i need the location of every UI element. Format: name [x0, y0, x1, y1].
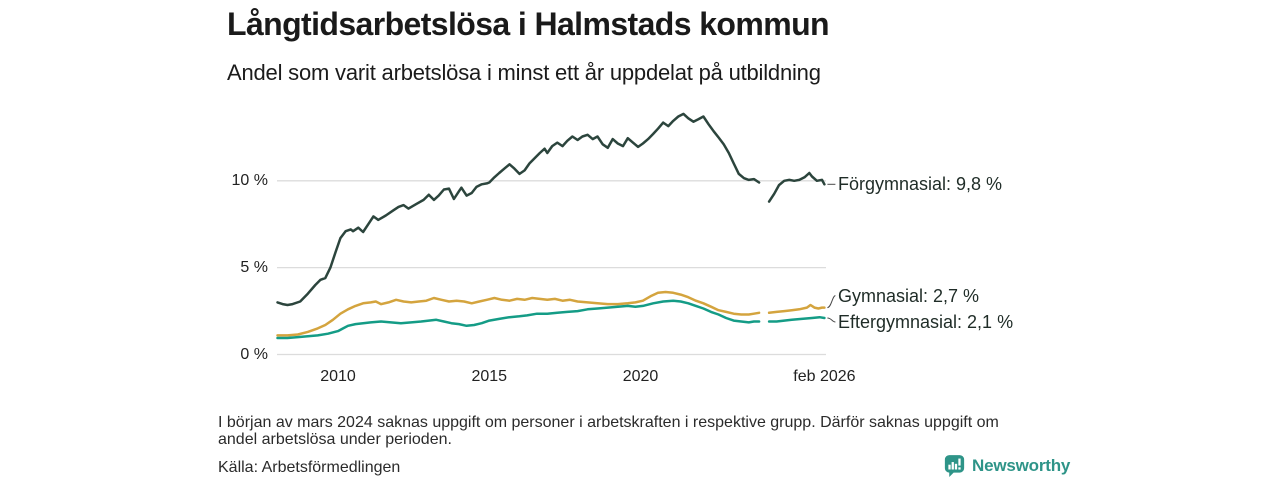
- footnote-line-2: andel arbetslösa under perioden.: [218, 431, 452, 448]
- source-text: Källa: Arbetsförmedlingen: [218, 459, 401, 476]
- newsworthy-wordmark: Newsworthy: [972, 456, 1071, 475]
- y-axis-label: 5 %: [240, 258, 268, 276]
- series-label-gymnasial: Gymnasial: 2,7 %: [838, 285, 980, 306]
- x-axis-label: feb 2026: [793, 368, 856, 385]
- y-axis-label: 0 %: [240, 345, 268, 363]
- series-label-eftergymnasial: Eftergymnasial: 2,1 %: [838, 312, 1014, 333]
- x-axis-label: 2015: [471, 368, 508, 385]
- newsworthy-brand: Newsworthy: [944, 454, 1070, 478]
- x-axis-label: 2020: [622, 368, 659, 385]
- newsworthy-logo-icon: [944, 455, 965, 477]
- chart-subtitle: Andel som varit arbetslösa i minst ett å…: [227, 60, 821, 85]
- y-axis-label: 10 %: [231, 171, 268, 189]
- footnote-line-1: I början av mars 2024 saknas uppgift om …: [218, 414, 999, 431]
- x-axis-label: 2010: [320, 368, 356, 385]
- chart-title: Långtidsarbetslösa i Halmstads kommun: [227, 6, 830, 42]
- series-label-förgymnasial: Förgymnasial: 9,8 %: [838, 174, 1003, 195]
- footnote: I början av mars 2024 saknas uppgift om …: [218, 414, 999, 448]
